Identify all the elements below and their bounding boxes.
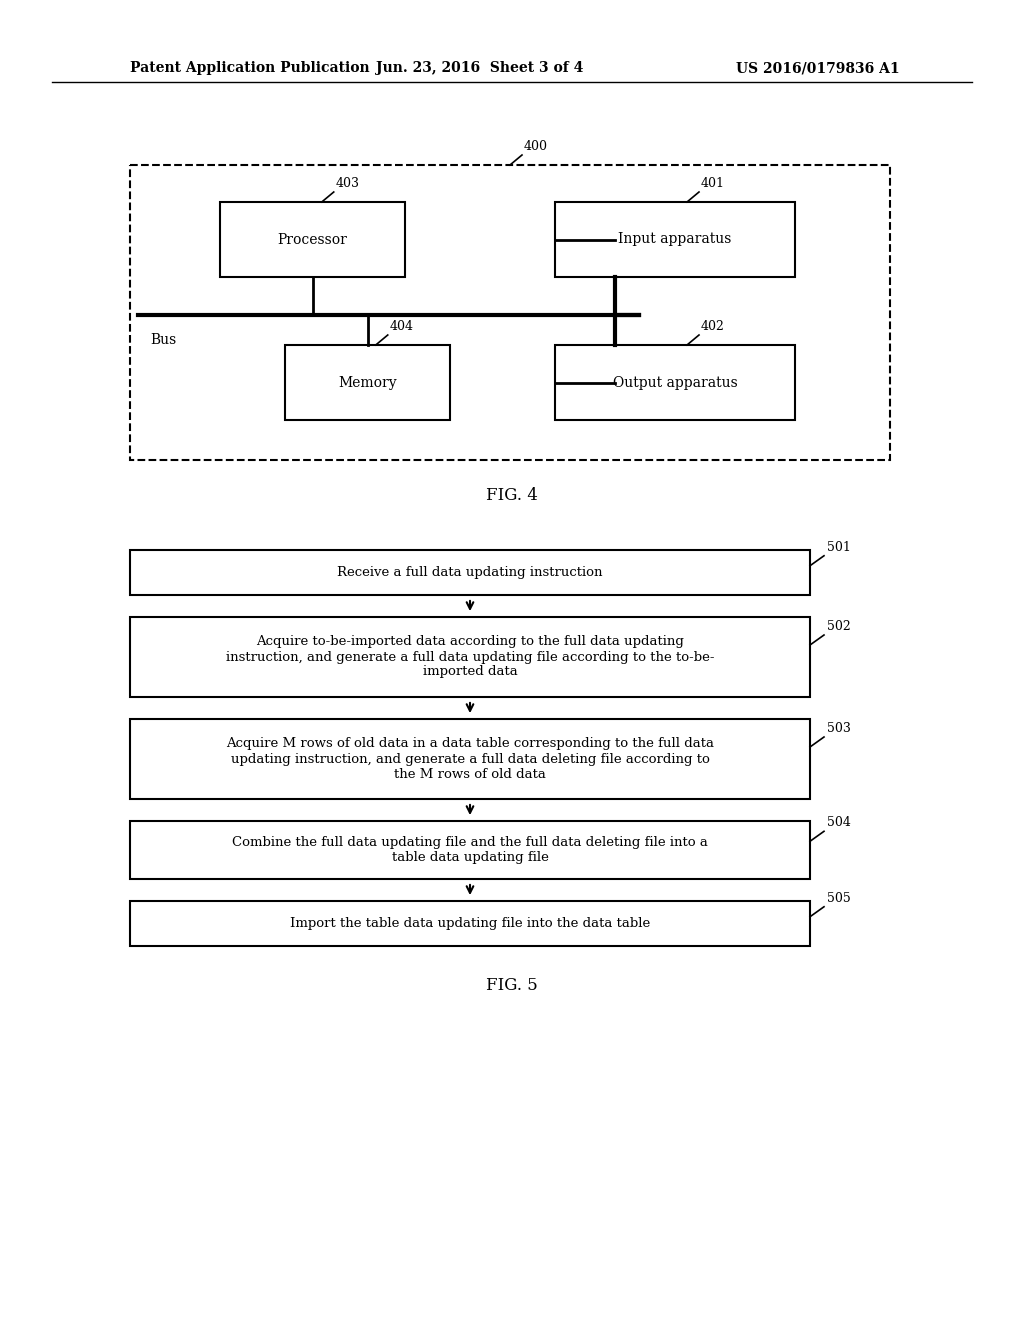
Text: 400: 400 [524, 140, 548, 153]
Text: 403: 403 [336, 177, 359, 190]
Text: FIG. 5: FIG. 5 [486, 978, 538, 994]
Text: Receive a full data updating instruction: Receive a full data updating instruction [337, 566, 603, 579]
Bar [130, 821, 810, 879]
Bar [555, 202, 795, 277]
Text: Import the table data updating file into the data table: Import the table data updating file into… [290, 917, 650, 931]
Bar [130, 719, 810, 799]
Bar [130, 550, 810, 595]
Text: 502: 502 [827, 620, 851, 634]
Text: 505: 505 [827, 892, 851, 904]
Bar [130, 902, 810, 946]
Bar [220, 202, 406, 277]
Text: FIG. 4: FIG. 4 [486, 487, 538, 503]
Text: 504: 504 [827, 816, 851, 829]
Text: Acquire M rows of old data in a data table corresponding to the full data
updati: Acquire M rows of old data in a data tab… [226, 738, 714, 780]
Text: Bus: Bus [150, 333, 176, 347]
Text: Input apparatus: Input apparatus [618, 232, 732, 247]
Text: 501: 501 [827, 541, 851, 554]
Text: 402: 402 [701, 319, 725, 333]
Text: Patent Application Publication: Patent Application Publication [130, 61, 370, 75]
Bar [130, 165, 890, 459]
Text: Jun. 23, 2016  Sheet 3 of 4: Jun. 23, 2016 Sheet 3 of 4 [376, 61, 584, 75]
Text: Processor: Processor [278, 232, 347, 247]
Text: 503: 503 [827, 722, 851, 735]
Text: US 2016/0179836 A1: US 2016/0179836 A1 [736, 61, 900, 75]
Bar [130, 616, 810, 697]
Bar [285, 345, 450, 420]
Text: 401: 401 [701, 177, 725, 190]
Text: Combine the full data updating file and the full data deleting file into a
table: Combine the full data updating file and … [232, 836, 708, 865]
Text: 404: 404 [390, 319, 414, 333]
Text: Memory: Memory [338, 375, 397, 389]
Text: Acquire to-be-imported data according to the full data updating
instruction, and: Acquire to-be-imported data according to… [225, 635, 715, 678]
Bar [555, 345, 795, 420]
Text: Output apparatus: Output apparatus [612, 375, 737, 389]
